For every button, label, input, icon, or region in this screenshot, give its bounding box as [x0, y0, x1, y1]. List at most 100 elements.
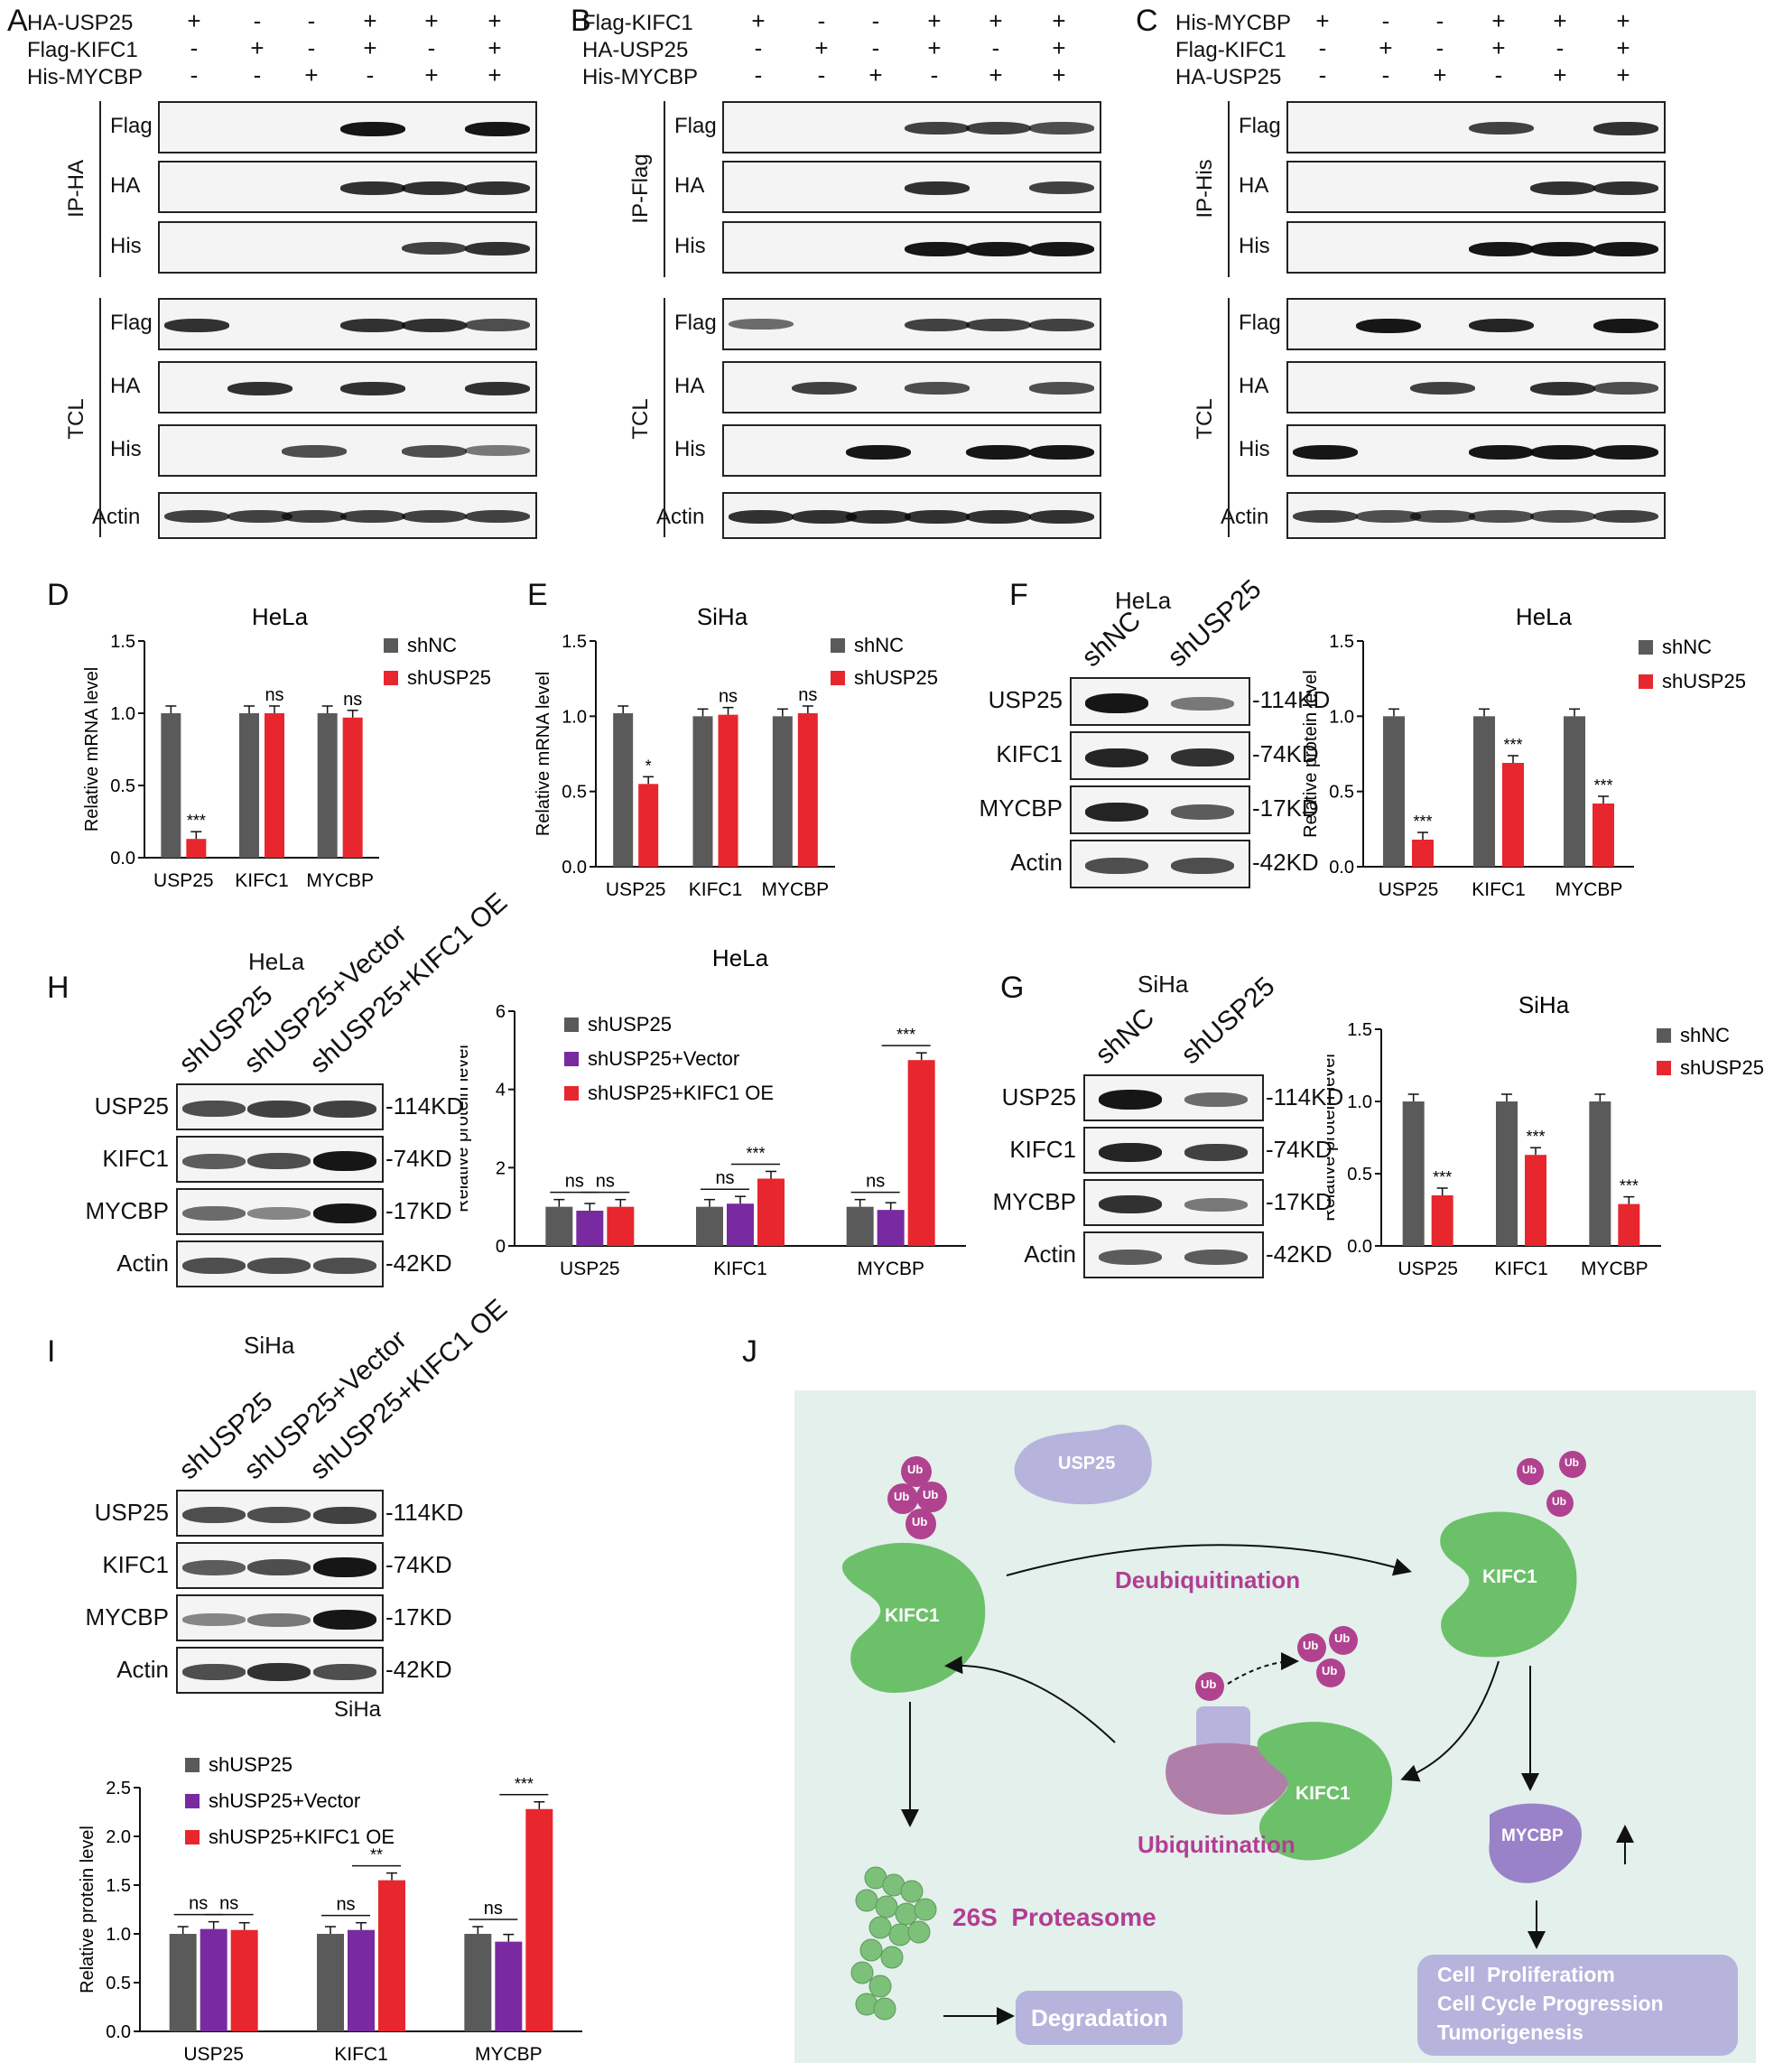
ub-label: Ub: [923, 1488, 939, 1501]
blot-row-label: Flag: [1239, 114, 1281, 138]
blot-band: [313, 1258, 376, 1274]
kifc1-label-left: KIFC1: [885, 1605, 940, 1626]
significance-label: ns: [219, 1894, 238, 1914]
condition-sign: +: [1052, 7, 1066, 34]
blot-row-label: MYCBP: [979, 794, 1063, 822]
condition-sign: +: [989, 61, 1003, 88]
legend-swatch: [185, 1758, 200, 1772]
blot-row-label: HA: [674, 374, 705, 398]
bar: [907, 1060, 935, 1246]
significance-label: *: [645, 757, 652, 775]
blot-band: [1184, 1197, 1248, 1212]
y-tick-label: 2.0: [106, 1827, 131, 1847]
kifc1-label-center: KIFC1: [1295, 1783, 1351, 1804]
ub-circle: [1517, 1458, 1544, 1485]
y-axis-label: Relative protein level: [78, 1826, 98, 1993]
panel-label-g: G: [1000, 971, 1025, 1005]
condition-sign: -: [190, 61, 199, 88]
ub-label: Ub: [1303, 1639, 1319, 1652]
blot-band: [729, 510, 794, 524]
blot-row-label: MYCBP: [85, 1197, 169, 1224]
legend-swatch: [1639, 674, 1653, 689]
molecular-weight-label: -74KD: [1266, 1136, 1333, 1163]
legend-swatch: [831, 671, 845, 685]
condition-sign: +: [363, 7, 377, 34]
blot-band: [313, 1557, 376, 1577]
blot-band: [1530, 242, 1595, 256]
blot-band: [182, 1664, 246, 1680]
chart-title: HeLa: [1516, 603, 1573, 630]
condition-sign: -: [427, 34, 436, 61]
molecular-weight-label: -42KD: [1252, 849, 1319, 876]
blot-band: [1029, 122, 1094, 135]
y-tick-label: 0.5: [106, 1974, 131, 1993]
blot-title: SiHa: [244, 1332, 295, 1359]
blot-strip: [1083, 1074, 1264, 1121]
significance-label: ***: [1620, 1177, 1639, 1195]
tcl-group-label: TCL: [628, 398, 653, 440]
blot-band: [792, 382, 857, 395]
legend-label: shUSP25+Vector: [209, 1789, 360, 1812]
blot-band: [1530, 382, 1595, 395]
y-tick-label: 2.5: [106, 1779, 131, 1798]
y-tick-label: 0.0: [110, 849, 135, 869]
y-tick-label: 0.5: [562, 783, 587, 803]
blot-strip: [1070, 840, 1250, 888]
blot-strip: [158, 492, 537, 539]
condition-sign: -: [366, 61, 375, 88]
blot-row-label: Flag: [674, 311, 717, 335]
chart-title: HeLa: [712, 944, 769, 971]
legend-label: shNC: [1662, 636, 1712, 658]
blot-band: [792, 510, 857, 524]
molecular-weight-label: -114KD: [1266, 1083, 1344, 1110]
blot-row-label: HA: [110, 374, 141, 398]
degradation-box: [1016, 1991, 1183, 2045]
blot-strip: [158, 221, 537, 274]
blot-band: [247, 1100, 311, 1118]
blot-strip: [722, 361, 1101, 413]
legend-label: shUSP25+KIFC1 OE: [209, 1826, 395, 1848]
bar: [230, 1929, 258, 2031]
blot-band: [340, 181, 405, 195]
condition-sign: +: [187, 7, 201, 34]
significance-label: ***: [1503, 736, 1522, 754]
blot-band: [1085, 858, 1148, 874]
molecular-weight-label: -42KD: [385, 1250, 452, 1277]
x-tick-label: KIFC1: [334, 2044, 388, 2065]
blot-band: [905, 122, 970, 135]
legend-swatch: [1657, 1028, 1671, 1043]
legend-swatch: [185, 1830, 200, 1844]
blot-row-label: His: [674, 234, 706, 258]
blot-band: [228, 510, 293, 524]
bar: [877, 1210, 905, 1246]
panel-label-c: C: [1136, 4, 1158, 38]
condition-sign: +: [1433, 61, 1447, 88]
usp25-label: USP25: [1058, 1454, 1116, 1473]
bar: [846, 1206, 874, 1246]
y-axis-label: Relative mRNA level: [82, 667, 102, 832]
blot-band: [1171, 804, 1234, 820]
blot-strip: [176, 1594, 384, 1641]
y-tick-label: 1.0: [562, 707, 587, 727]
significance-label: ns: [343, 690, 362, 710]
tcl-group-label: TCL: [64, 398, 88, 440]
blot-band: [282, 445, 347, 458]
blot-row-label: KIFC1: [1009, 1136, 1076, 1163]
ub-label: Ub: [1201, 1677, 1217, 1691]
blot-band: [313, 1203, 376, 1223]
significance-label: ***: [515, 1775, 534, 1793]
blot-band: [1530, 445, 1595, 460]
y-tick-label: 1.0: [1347, 1092, 1372, 1112]
condition-sign: -: [253, 7, 262, 34]
blot-band: [313, 1506, 376, 1524]
blot-band: [247, 1663, 311, 1681]
blot-strip: [1286, 101, 1666, 153]
condition-sign: -: [1381, 7, 1390, 34]
legend-swatch: [564, 1086, 579, 1101]
condition-sign: +: [488, 61, 502, 88]
blot-strip: [158, 298, 537, 350]
condition-sign: +: [1553, 7, 1567, 34]
blot-band: [1356, 510, 1421, 523]
ub-label: Ub: [1552, 1495, 1566, 1508]
